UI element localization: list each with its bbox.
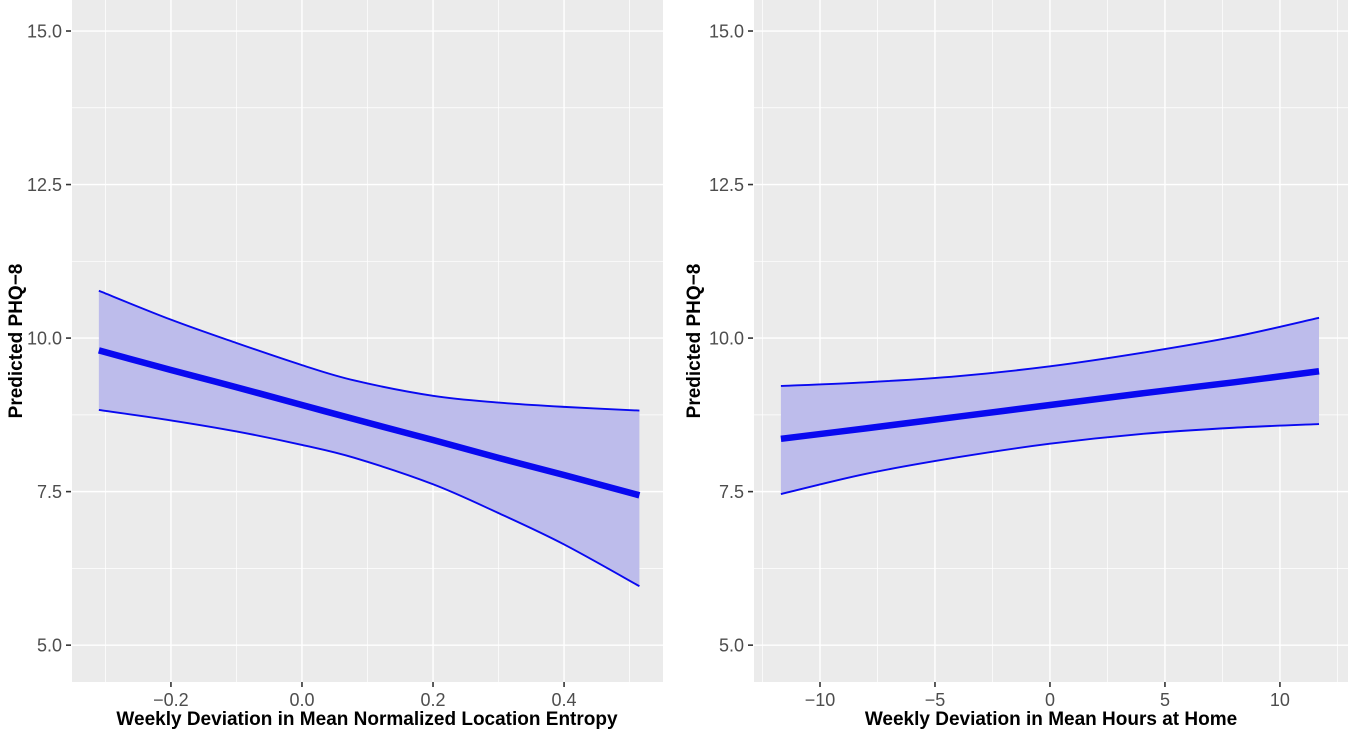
y-tick-label: 15.0 <box>27 21 62 41</box>
ci-upper-line <box>780 316 1320 387</box>
fitted-line <box>780 368 1320 443</box>
x-tick-label: −0.2 <box>153 690 189 710</box>
chart-panel-1: −10 −5 0 5 10 15.0 12.5 10.0 7.5 5.0 <box>709 0 1348 710</box>
x-axis-title-left: Weekly Deviation in Mean Normalized Loca… <box>116 709 618 730</box>
x-tick-label: −5 <box>925 690 946 710</box>
y-tick-label: 15.0 <box>709 21 744 41</box>
y-tick-label: 5.0 <box>719 635 744 655</box>
ci-lower-line <box>98 408 640 588</box>
x-tick-label: 5 <box>1160 690 1170 710</box>
y-axis-title-left: Predicted PHQ−8 <box>6 264 27 419</box>
x-axis-title-right: Weekly Deviation in Mean Hours at Home <box>865 709 1237 730</box>
ci-upper-line <box>98 289 640 412</box>
y-tick-label: 10.0 <box>27 328 62 348</box>
x-tick-label: −10 <box>805 690 836 710</box>
y-tick-label: 10.0 <box>709 328 744 348</box>
x-tick-label: 10 <box>1270 690 1290 710</box>
ci-lower-line <box>780 423 1320 495</box>
fitted-line <box>98 347 641 499</box>
panels-layer: −0.2 0.0 0.2 0.4 15.0 12.5 10.0 7.5 5.0 −10 −5 0 5 10… <box>27 0 1348 710</box>
chart-panel-0: −0.2 0.0 0.2 0.4 15.0 12.5 10.0 7.5 5.0 <box>27 0 663 710</box>
y-tick-label: 12.5 <box>27 175 62 195</box>
y-tick-label: 5.0 <box>37 635 62 655</box>
y-axis-title-right: Predicted PHQ−8 <box>684 264 705 419</box>
y-tick-label: 7.5 <box>37 482 62 502</box>
x-tick-label: 0.4 <box>552 690 577 710</box>
y-tick-label: 7.5 <box>719 482 744 502</box>
x-tick-label: 0 <box>1045 690 1055 710</box>
y-tick-label: 12.5 <box>709 175 744 195</box>
x-tick-label: 0.0 <box>289 690 314 710</box>
confidence-ribbon <box>98 290 640 587</box>
x-tick-label: 0.2 <box>421 690 446 710</box>
